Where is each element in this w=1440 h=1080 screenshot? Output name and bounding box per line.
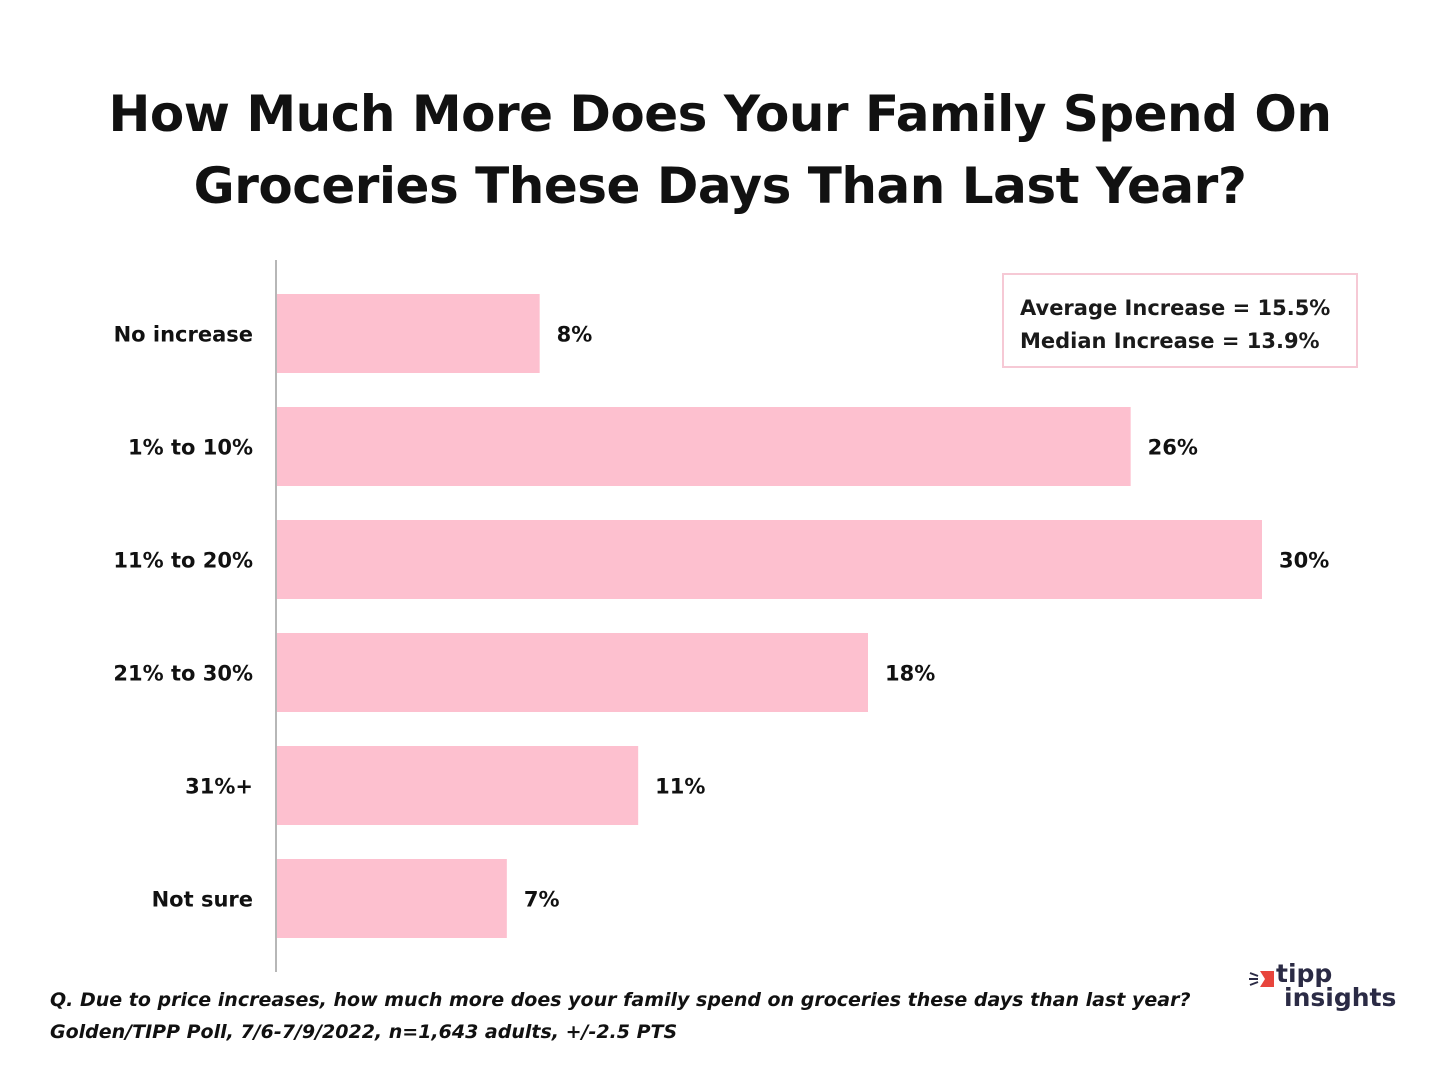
value-label-11-to-20: 30% (1279, 549, 1329, 573)
stats-annotation-box: Average Increase = 15.5% Median Increase… (1002, 273, 1358, 368)
category-label-11-to-20: 11% to 20% (113, 549, 253, 573)
tipp-insights-logo: tipp insights (1248, 962, 1418, 1022)
footnote: Q. Due to price increases, how much more… (50, 984, 1230, 1048)
poll-source-text: Golden/TIPP Poll, 7/6-7/9/2022, n=1,643 … (50, 1016, 1230, 1048)
value-label-no-increase: 8% (557, 323, 593, 347)
tipp-insights-logo-icon (1248, 968, 1274, 990)
value-label-not-sure: 7% (524, 888, 560, 912)
bar-chart: No increase 1% to 10% 11% to 20% 21% to 30%… (0, 0, 1440, 1080)
bar-31 (277, 746, 638, 825)
value-label-1-to-10: 26% (1148, 436, 1198, 460)
value-label-31: 11% (655, 775, 705, 799)
bars-layer (277, 294, 1262, 938)
category-label-not-sure: Not sure (152, 888, 253, 912)
category-label-1-to-10: 1% to 10% (128, 436, 253, 460)
median-increase-text: Median Increase = 13.9% (1020, 325, 1356, 358)
logo-wordmark: tipp insights (1276, 962, 1396, 1010)
category-label-31: 31%+ (185, 775, 253, 799)
bar-not-sure (277, 859, 507, 938)
category-label-21-to-30: 21% to 30% (113, 662, 253, 686)
bar-11-to-20 (277, 520, 1262, 599)
average-increase-text: Average Increase = 15.5% (1020, 292, 1356, 325)
bar-21-to-30 (277, 633, 868, 712)
category-labels: No increase 1% to 10% 11% to 20% 21% to 30%… (113, 323, 253, 912)
bar-no-increase (277, 294, 540, 373)
logo-line-insights: insights (1284, 986, 1396, 1010)
category-label-no-increase: No increase (114, 323, 253, 347)
bar-1-to-10 (277, 407, 1131, 486)
survey-question-text: Q. Due to price increases, how much more… (50, 984, 1230, 1016)
value-label-21-to-30: 18% (885, 662, 935, 686)
